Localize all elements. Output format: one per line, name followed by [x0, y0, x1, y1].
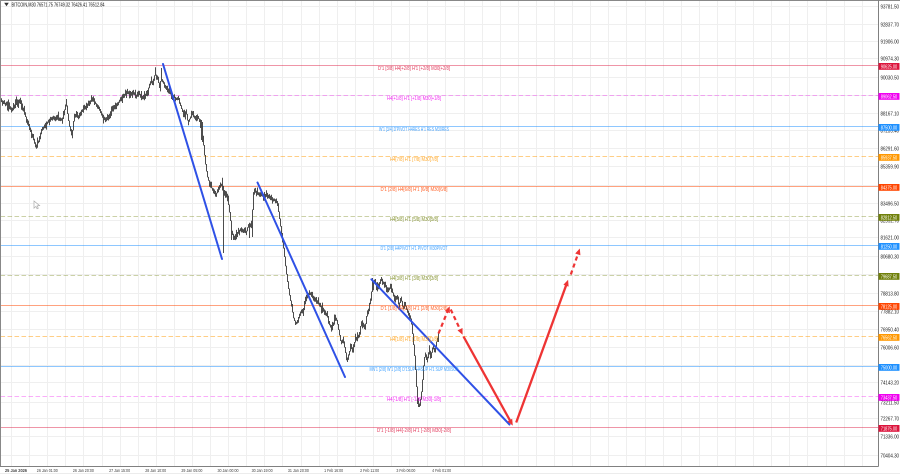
svg-text:H4[-1/8] H'1 [-1/8] M30[-1/8]: H4[-1/8] H'1 [-1/8] M30[-1/8]: [387, 397, 441, 403]
svg-text:77882.10: 77882.10: [881, 309, 900, 315]
svg-text:30 Jan 19:00: 30 Jan 19:00: [252, 468, 273, 474]
svg-text:87235.40: 87235.40: [881, 128, 900, 134]
svg-text:85937.50: 85937.50: [881, 156, 898, 162]
svg-text:D'1 [3/8] H4[+2/8] H'1 [+2/8]: D'1 [3/8] H4[+2/8] H'1 [+2/8] M30[+2/8]: [378, 66, 450, 72]
svg-text:H4[5/8] H'1 [5/8] M30[5/8]: H4[5/8] H'1 [5/8] M30[5/8]: [390, 217, 438, 223]
svg-text:87500.00: 87500.00: [881, 126, 898, 132]
svg-text:90974.30: 90974.30: [881, 56, 900, 62]
svg-text:26 Jan 20:00: 26 Jan 20:00: [73, 468, 94, 474]
svg-text:78813.80: 78813.80: [881, 291, 900, 297]
svg-text:93781.50: 93781.50: [881, 4, 900, 10]
svg-text:83496.50: 83496.50: [881, 201, 900, 207]
svg-text:76950.40: 76950.40: [881, 327, 900, 333]
svg-text:D'1 [2/8] H4PIVOT H'1 PIVOT M3: D'1 [2/8] H4PIVOT H'1 PIVOT M30PIVOT: [381, 246, 449, 252]
svg-text:72267.70: 72267.70: [881, 416, 900, 422]
svg-text:H4[+1/8] H'1 [+1/8] M30[+1/8]: H4[+1/8] H'1 [+1/8] M30[+1/8]: [387, 96, 441, 102]
svg-text:29 Jan 05:00: 29 Jan 05:00: [181, 468, 202, 474]
svg-text:90625.00: 90625.00: [881, 65, 898, 71]
svg-text:H4[7/8] H'1 [7/8] M30[7/8]: H4[7/8] H'1 [7/8] M30[7/8]: [390, 157, 438, 163]
svg-text:76006.60: 76006.60: [881, 345, 900, 351]
svg-text:D'1 [-1/8] H4[-2/8] H'1 [-2/8]: D'1 [-1/8] H4[-2/8] H'1 [-2/8] M30[-2/8]: [377, 428, 451, 434]
svg-text:74143.20: 74143.20: [881, 380, 900, 386]
svg-text:81250.00: 81250.00: [881, 245, 898, 251]
svg-text:71875.00: 71875.00: [881, 427, 898, 433]
svg-text:30 Jan 00:00: 30 Jan 00:00: [218, 468, 239, 474]
svg-text:84375.00: 84375.00: [881, 186, 898, 192]
svg-text:1 Feb 16:00: 1 Feb 16:00: [324, 468, 343, 474]
svg-text:31 Jan 20:00: 31 Jan 20:00: [288, 468, 309, 474]
svg-text:3 Feb 06:00: 3 Feb 06:00: [396, 468, 415, 474]
svg-text:28 Jan 10:00: 28 Jan 10:00: [145, 468, 166, 474]
svg-text:D'1 [1/8] H4[2/8] H'1 [2/8] M3: D'1 [1/8] H4[2/8] H'1 [2/8] M30[2/8]: [381, 306, 448, 312]
svg-text:82812.50: 82812.50: [881, 216, 898, 222]
svg-text:MN'1 [2/8] W'1 [2/8] D'1SUP H4: MN'1 [2/8] W'1 [2/8] D'1SUP H4SUP H'1 SU…: [370, 367, 459, 373]
svg-text:78125.00: 78125.00: [881, 305, 898, 311]
svg-text:73211.50: 73211.50: [881, 400, 900, 406]
svg-text:89062.50: 89062.50: [881, 95, 898, 101]
svg-text:70404.30: 70404.30: [881, 453, 900, 459]
svg-text:H4[1/8] H'1 [1/8] M30[1/8]: H4[1/8] H'1 [1/8] M30[1/8]: [390, 337, 438, 343]
svg-text:82552.70: 82552.70: [881, 218, 900, 224]
svg-text:85359.90: 85359.90: [881, 164, 900, 170]
svg-text:75000.00: 75000.00: [881, 366, 898, 372]
svg-text:2 Feb 11:00: 2 Feb 11:00: [360, 468, 379, 474]
svg-text:25 Jan 2026: 25 Jan 2026: [5, 468, 27, 474]
svg-text:79687.50: 79687.50: [881, 275, 898, 281]
svg-text:73437.50: 73437.50: [881, 396, 898, 402]
svg-text:H4[3/8] H'1 [3/8] M30[3/8]: H4[3/8] H'1 [3/8] M30[3/8]: [390, 276, 438, 282]
svg-text:92837.70: 92837.70: [881, 22, 900, 28]
svg-text:71336.00: 71336.00: [881, 434, 900, 440]
svg-text:D'1 [2/8] H4[6/8] H'1 [6/8] M3: D'1 [2/8] H4[6/8] H'1 [6/8] M30[6/8]: [381, 187, 448, 193]
svg-text:88167.10: 88167.10: [881, 111, 900, 117]
svg-text:80680.30: 80680.30: [881, 254, 900, 260]
svg-text:76562.50: 76562.50: [881, 336, 898, 342]
svg-text:91906.00: 91906.00: [881, 39, 900, 45]
svg-text:86291.60: 86291.60: [881, 146, 900, 152]
svg-text:27 Jan 15:00: 27 Jan 15:00: [109, 468, 130, 474]
svg-text:W'1 [3/4] D'PIVOT H4RES H'1 RE: W'1 [3/4] D'PIVOT H4RES H'1 RES M30RES: [379, 127, 449, 133]
svg-text:BITCOIN,M30 76571.75 76749.32: BITCOIN,M30 76571.75 76749.32 76426.41 7…: [12, 2, 105, 8]
svg-text:90030.50: 90030.50: [881, 75, 900, 81]
svg-text:81621.00: 81621.00: [881, 235, 900, 241]
svg-text:26 Jan 01:00: 26 Jan 01:00: [37, 468, 58, 474]
svg-text:4 Feb 01:00: 4 Feb 01:00: [432, 468, 451, 474]
